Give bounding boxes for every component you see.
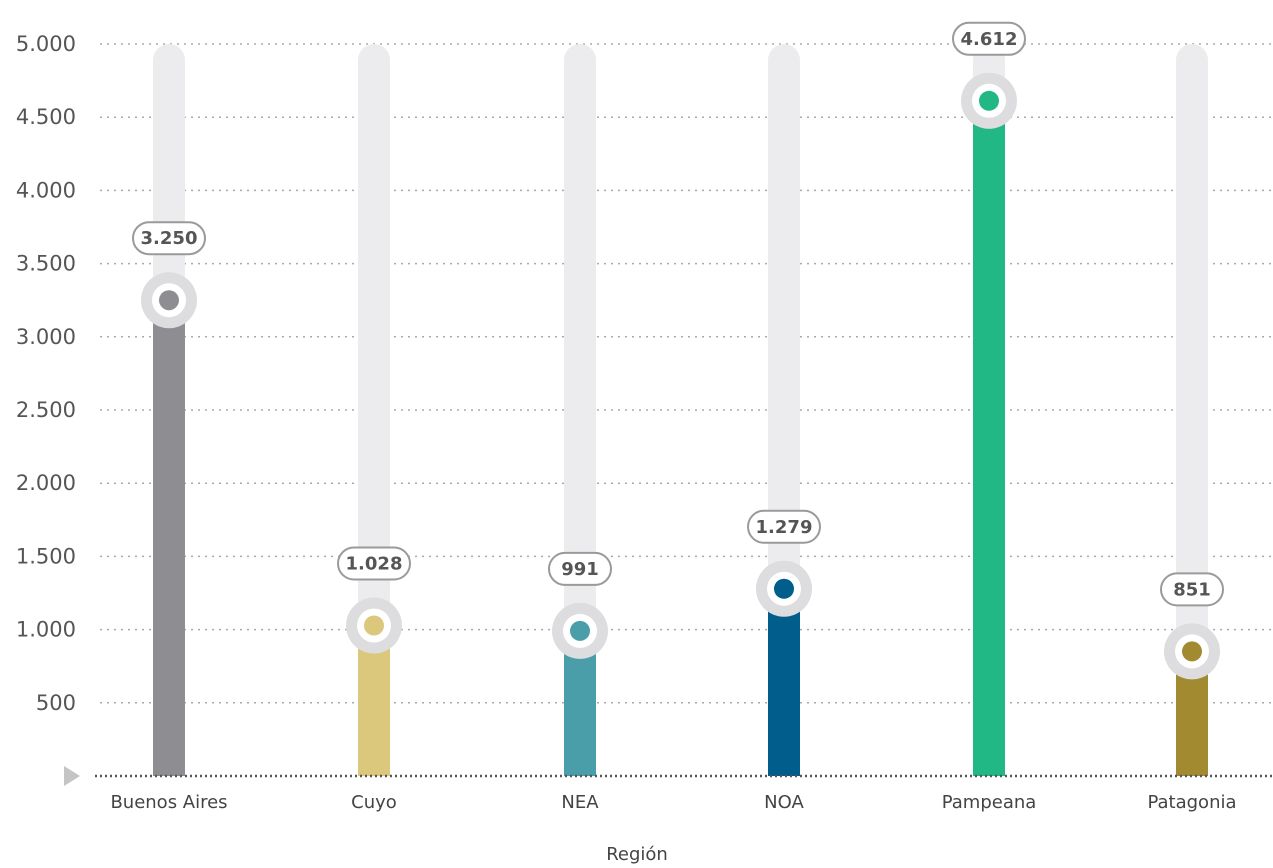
x-category-label: NOA [764,792,804,813]
y-tick-label: 3.500 [16,252,76,276]
bar-marker-dot [774,578,794,599]
y-tick-label: 1.500 [16,544,76,568]
bar-marker-dot [159,290,179,311]
value-label-badge [747,509,821,544]
bar-track [564,44,596,776]
value-label-badge [337,546,411,581]
y-tick-label: 3.000 [16,325,76,349]
x-axis-categories: Buenos Aires Cuyo NEA NOA Pampeana Patagonia [110,792,1236,813]
value-label-badge [548,551,612,586]
y-tick-label: 2.000 [16,471,76,495]
gridlines [100,43,1273,704]
value-label: 991 [561,559,599,580]
y-tick-label: 2.500 [16,398,76,422]
bar [768,588,800,776]
value-label: 1.028 [346,554,403,575]
value-label: 851 [1173,579,1211,600]
bar [973,100,1005,776]
x-category-label: NEA [561,792,599,813]
value-label-badge [132,221,206,256]
y-tick-label: 4.500 [16,105,76,129]
y-tick-label: 1.000 [16,618,76,642]
y-axis-ticks: 500 1.000 1.500 2.000 2.500 3.000 3.500 4.000 4.… [16,32,76,715]
y-tick-label: 5.000 [16,32,76,56]
x-category-label: Buenos Aires [110,792,227,813]
value-label-badge [1160,572,1224,607]
x-category-label: Cuyo [351,792,397,813]
value-label: 1.279 [756,517,813,538]
value-label-badge [952,21,1026,56]
value-label: 4.612 [961,29,1018,50]
x-category-label: Pampeana [942,792,1037,813]
x-axis-arrow-icon [64,766,80,786]
bar-marker-dot [1182,641,1202,662]
bar-marker-dot [364,615,384,636]
bar-track [358,44,390,776]
value-label: 3.250 [141,228,198,249]
x-category-label: Patagonia [1147,792,1236,813]
y-tick-label: 500 [36,691,76,715]
bar-marker-dot [979,90,999,111]
bar [153,300,185,776]
bar-marker-dot [570,620,590,641]
y-tick-label: 4.000 [16,178,76,202]
bars: 3.250 1.028 991 1.279 4.612 851 [132,21,1224,776]
x-axis-title: Región [606,844,668,865]
